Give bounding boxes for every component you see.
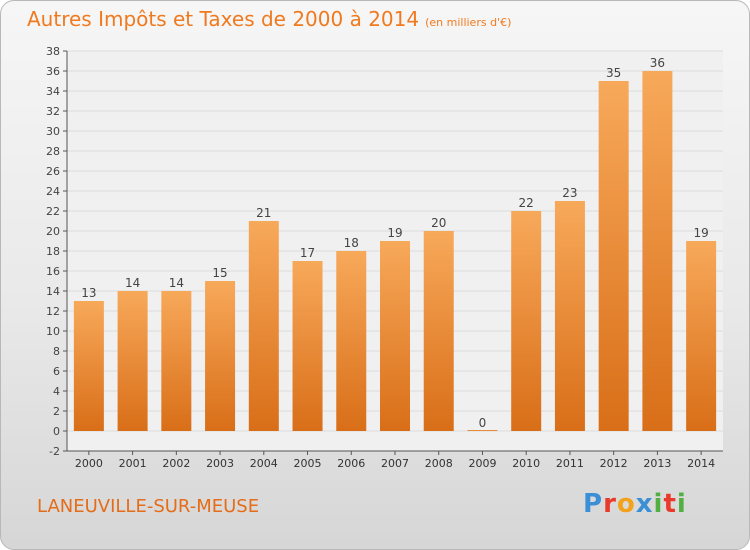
y-tick-label: 34 (46, 85, 60, 98)
y-tick-label: 16 (46, 265, 60, 278)
y-tick-label: 8 (53, 345, 60, 358)
data-label: 17 (300, 246, 315, 260)
logo-letter: t (663, 489, 677, 519)
data-label: 19 (387, 226, 402, 240)
logo-letter: i (653, 489, 664, 519)
bar (292, 261, 323, 431)
y-tick-label: 2 (53, 405, 60, 418)
data-label: 0 (479, 416, 487, 430)
bar (511, 211, 542, 431)
bar (117, 291, 148, 431)
y-tick-label: 6 (53, 365, 60, 378)
y-tick-label: 14 (46, 285, 60, 298)
y-tick-label: -2 (49, 445, 60, 458)
logo-letter: r (603, 489, 617, 519)
proxiti-logo: Proxiti (583, 489, 687, 519)
bar (554, 201, 585, 431)
data-label: 14 (169, 276, 184, 290)
y-tick-label: 26 (46, 165, 60, 178)
x-tick-label: 2001 (119, 457, 147, 470)
data-label: 14 (125, 276, 140, 290)
y-tick-label: 24 (46, 185, 60, 198)
y-tick-label: 12 (46, 305, 60, 318)
x-tick-label: 2013 (643, 457, 671, 470)
y-tick-label: 10 (46, 325, 60, 338)
bar (248, 221, 279, 431)
logo-letter: P (583, 489, 604, 519)
bar (73, 301, 104, 431)
bar (467, 430, 498, 431)
data-label: 20 (431, 216, 446, 230)
y-tick-label: 38 (46, 45, 60, 58)
data-label: 36 (650, 56, 665, 70)
x-tick-label: 2014 (687, 457, 715, 470)
x-tick-label: 2011 (556, 457, 584, 470)
x-tick-label: 2008 (425, 457, 453, 470)
commune-name: LANEUVILLE-SUR-MEUSE (37, 496, 260, 517)
x-tick-label: 2005 (294, 457, 322, 470)
logo-letter: x (635, 489, 654, 519)
y-tick-label: 32 (46, 105, 60, 118)
chart-title: Autres Impôts et Taxes de 2000 à 2014 (en… (27, 7, 511, 31)
data-label: 18 (344, 236, 359, 250)
bar (380, 241, 410, 431)
x-tick-label: 2010 (512, 457, 540, 470)
y-tick-label: 30 (46, 125, 60, 138)
data-label: 13 (81, 286, 96, 300)
x-tick-label: 2000 (75, 457, 103, 470)
bar (205, 281, 236, 431)
logo-letter: i (676, 489, 687, 519)
y-tick-label: 28 (46, 145, 60, 158)
x-tick-label: 2006 (337, 457, 365, 470)
data-label: 21 (256, 206, 271, 220)
y-tick-label: 0 (53, 425, 60, 438)
chart-title-text: Autres Impôts et Taxes de 2000 à 2014 (27, 7, 420, 31)
y-tick-label: 4 (53, 385, 60, 398)
data-label: 19 (693, 226, 708, 240)
data-label: 23 (562, 186, 577, 200)
x-tick-label: 2002 (162, 457, 190, 470)
data-label: 22 (519, 196, 534, 210)
x-tick-label: 2003 (206, 457, 234, 470)
chart-subtitle: (en milliers d'€) (425, 16, 512, 29)
bar (336, 251, 367, 431)
logo-letter: o (616, 489, 636, 519)
y-tick-label: 20 (46, 225, 60, 238)
bar (161, 291, 192, 431)
data-label: 15 (212, 266, 227, 280)
y-tick-label: 22 (46, 205, 60, 218)
y-tick-label: 18 (46, 245, 60, 258)
bar (423, 231, 454, 431)
x-tick-label: 2012 (600, 457, 628, 470)
y-tick-label: 36 (46, 65, 60, 78)
x-tick-label: 2004 (250, 457, 278, 470)
data-label: 35 (606, 66, 621, 80)
bar (598, 81, 629, 431)
bar (686, 241, 717, 431)
bar (642, 71, 673, 431)
x-tick-label: 2009 (468, 457, 496, 470)
x-tick-label: 2007 (381, 457, 409, 470)
